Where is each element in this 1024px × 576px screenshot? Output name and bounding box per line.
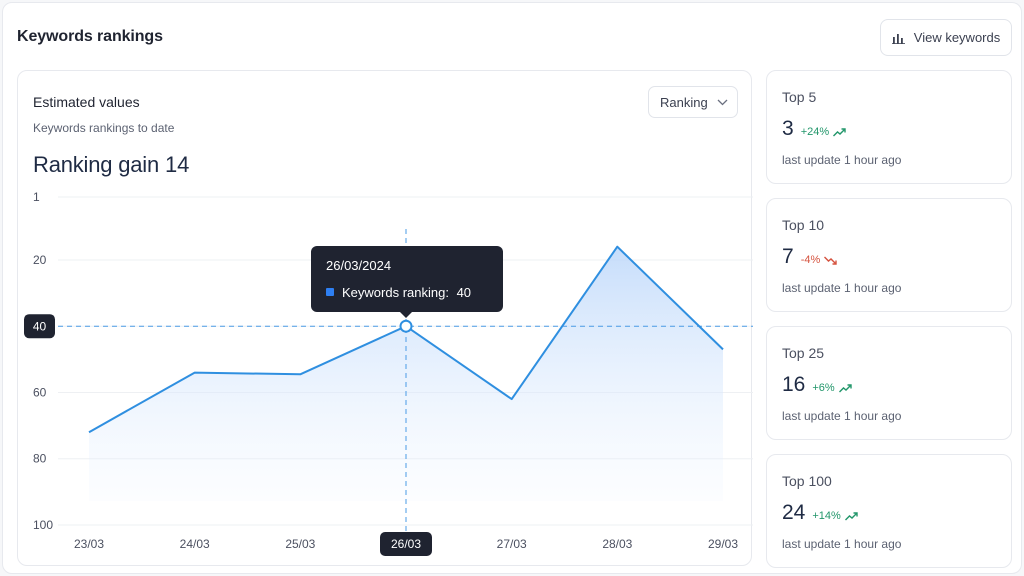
x-tick-label: 27/03 bbox=[497, 537, 527, 551]
metric-select[interactable]: Ranking bbox=[648, 86, 738, 118]
x-tick-label: 29/03 bbox=[708, 537, 738, 551]
bar-chart-icon bbox=[891, 33, 905, 44]
tooltip-box bbox=[311, 246, 503, 312]
stat-card-top-5: Top 5 3 +24% last update 1 hour ago bbox=[766, 70, 1012, 184]
y-tick-label: 100 bbox=[33, 518, 53, 532]
stat-update-time: last update 1 hour ago bbox=[782, 409, 902, 423]
tooltip-series-label: Keywords ranking: 40 bbox=[342, 285, 471, 300]
x-marker-badge bbox=[380, 532, 432, 556]
ranking-gain: Ranking gain 14 bbox=[33, 152, 195, 178]
stat-update-time: last update 1 hour ago bbox=[782, 537, 902, 551]
stat-label: Top 100 bbox=[782, 473, 832, 489]
view-keywords-label: View keywords bbox=[913, 30, 1001, 45]
card-subtitle: Keywords rankings to date bbox=[33, 121, 175, 135]
card-title: Estimated values bbox=[33, 94, 140, 110]
tooltip-arrow bbox=[400, 312, 412, 318]
stat-change: -4% bbox=[801, 254, 838, 266]
stat-card-top-25: Top 25 16 +6% last update 1 hour ago bbox=[766, 326, 1012, 440]
stat-label: Top 25 bbox=[782, 345, 825, 361]
tooltip-series-swatch bbox=[326, 288, 334, 296]
stat-change: +14% bbox=[812, 510, 858, 522]
page-title: Keywords rankings bbox=[17, 28, 163, 45]
metric-select-value: Ranking bbox=[660, 94, 708, 110]
ranking-gain-value: 14 bbox=[165, 152, 190, 177]
chevron-down-icon bbox=[717, 99, 728, 105]
stat-update-time: last update 1 hour ago bbox=[782, 281, 902, 295]
tooltip-date: 26/03/2024 bbox=[326, 258, 391, 273]
stat-label: Top 10 bbox=[782, 217, 825, 233]
x-tick-label: 28/03 bbox=[602, 537, 632, 551]
trend-down-icon bbox=[824, 256, 837, 265]
ranking-chart: 1 20 60 80 100 23/03 24/03 25/03 27/03 28/03 29/03… bbox=[24, 190, 753, 556]
y-tick-label: 1 bbox=[33, 190, 40, 204]
trend-up-icon bbox=[844, 511, 858, 520]
stat-value: 7 bbox=[782, 245, 794, 268]
y-marker-label: 40 bbox=[33, 320, 47, 334]
trend-up-icon bbox=[833, 127, 846, 136]
highlighted-point bbox=[399, 319, 413, 333]
stat-change: +24% bbox=[801, 126, 846, 138]
stat-value: 16 bbox=[782, 373, 806, 396]
trend-up-icon bbox=[838, 383, 852, 392]
x-tick-label: 24/03 bbox=[180, 537, 210, 551]
stat-card-top-100: Top 100 24 +14% last update 1 hour ago bbox=[766, 454, 1012, 568]
stat-card-top-10: Top 10 7 -4% last update 1 hour ago bbox=[766, 198, 1012, 312]
y-tick-label: 20 bbox=[33, 253, 47, 267]
y-tick-label: 60 bbox=[33, 385, 47, 399]
tooltip-value: 40 bbox=[457, 285, 471, 300]
y-tick-label: 80 bbox=[33, 452, 47, 466]
x-tick-label: 23/03 bbox=[74, 537, 104, 551]
stat-change: +6% bbox=[812, 382, 852, 394]
estimated-values-card: Estimated values Keywords rankings to da… bbox=[17, 70, 753, 566]
stat-value: 24 bbox=[782, 501, 806, 524]
ranking-gain-label: Ranking gain bbox=[33, 152, 160, 177]
x-marker-label: 26/03 bbox=[391, 537, 421, 551]
y-marker-badge bbox=[24, 314, 55, 339]
view-keywords-button[interactable]: View keywords bbox=[880, 19, 1012, 56]
stat-update-time: last update 1 hour ago bbox=[782, 153, 902, 167]
stat-value: 3 bbox=[782, 117, 794, 140]
x-tick-label: 25/03 bbox=[285, 537, 315, 551]
stat-label: Top 5 bbox=[782, 89, 817, 105]
